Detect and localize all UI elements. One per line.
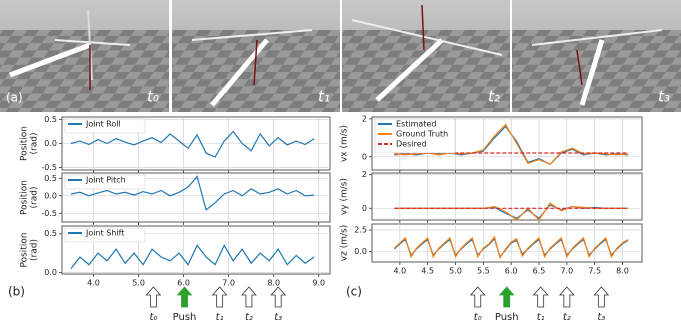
y-axis-label: (rad) [30,187,40,209]
event-arrow [594,287,608,307]
event-arrow [500,287,514,307]
frame-label: t₂ [488,88,500,106]
event-arrow [271,287,285,307]
event-label: Push [173,312,197,323]
event-arrow [534,287,548,307]
event-label: t₂ [563,312,571,323]
event-label: Push [495,312,519,323]
legend-label: Joint Roll [85,120,121,129]
x-tick-label: 4.5 [421,267,434,276]
y-tick-label: 0.5 [44,229,57,238]
event-label: t₁ [216,312,224,323]
frame-label: t₃ [658,88,670,106]
y-tick-label: 0.0 [44,139,57,148]
y-axis-label: vx (m/s) [340,125,350,162]
frame-label: t₀ [147,88,159,106]
x-tick-label: 8.0 [267,279,280,288]
event-label: t₀ [149,312,157,323]
photo-frame [172,0,340,112]
event-arrow [471,287,485,307]
x-tick-label: 5.5 [477,267,490,276]
y-axis-label: Position [20,126,30,161]
y-axis-label: vy (m/s) [340,178,350,215]
photo-frame [342,0,510,112]
x-tick-label: 8.0 [616,267,629,276]
event-label: t₃ [274,312,282,323]
x-tick-label: 6.5 [533,267,546,276]
x-tick-label: 4.0 [87,279,100,288]
photo-frames [0,0,681,112]
legend-label: Joint Pitch [85,176,126,185]
y-tick-label: 0.0 [354,247,367,256]
y-axis-label: (rad) [30,239,40,261]
x-tick-label: 9.0 [312,279,325,288]
y-axis-label: Position [20,232,30,267]
x-tick-label: 6.0 [177,279,190,288]
figure: (a) (b) (c) t₀ t₁ t₂ t₃ -0.5 0.0 0.5 Positi… [0,0,681,328]
x-tick-label: 6.0 [505,267,518,276]
event-arrow [178,287,192,307]
y-tick-label: 0.0 [44,191,57,200]
legend-label: Desired [396,140,427,149]
event-label: t₃ [597,312,605,323]
event-label: t₁ [537,312,545,323]
x-tick-label: 5.0 [449,267,462,276]
photo-frame [512,0,681,112]
y-tick-label: 0.0 [44,268,57,277]
y-axis-label: (rad) [30,133,40,155]
legend-label: Ground Truth [396,130,448,139]
frame-label: t₁ [318,88,330,106]
y-tick-label: 2 [362,114,367,123]
event-label: t₂ [245,312,253,323]
panel-label: (c) [346,285,362,299]
y-tick-label: 0 [362,152,367,161]
event-arrow [213,287,227,307]
y-tick-label: -0.5 [41,209,57,218]
y-tick-label: -0.5 [41,163,57,172]
y-axis-label: Position [20,180,30,215]
event-arrow [560,287,574,307]
event-arrow [146,287,160,307]
x-tick-label: 7.0 [560,267,573,276]
event-arrow [242,287,256,307]
legend-label: Joint Shift [85,229,124,238]
event-label: t₀ [474,312,482,323]
panel-label: (b) [8,285,25,299]
y-tick-label: 0.5 [44,115,57,124]
x-tick-label: 4.0 [393,267,406,276]
x-tick-label: 7.5 [588,267,601,276]
legend-label: Estimated [396,120,436,129]
y-tick-label: 0 [362,204,367,213]
x-tick-label: 7.0 [222,279,235,288]
x-tick-label: 5.0 [132,279,145,288]
y-tick-label: 0.5 [44,174,57,183]
y-tick-label: 2 [362,170,367,179]
y-axis-label: vz (m/s) [340,225,350,261]
panel-label: (a) [6,91,23,105]
photo-frame [0,0,169,112]
y-tick-label: 2.5 [354,226,367,235]
